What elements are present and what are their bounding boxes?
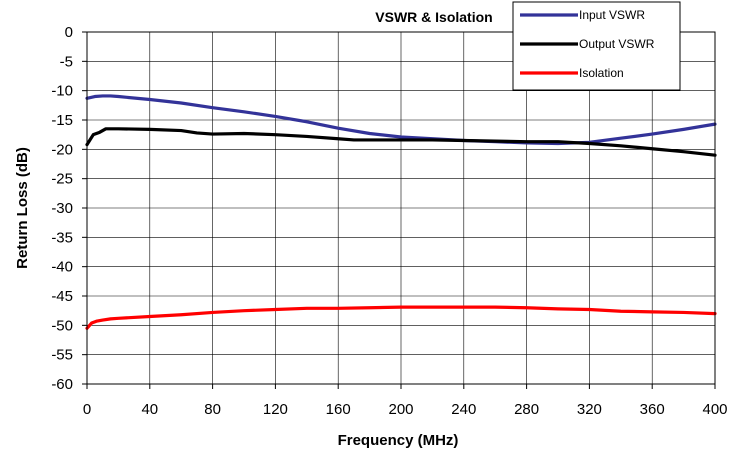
legend-label: Isolation: [579, 66, 624, 80]
y-tick-label: 0: [65, 24, 73, 41]
y-tick-label: -5: [60, 53, 73, 70]
series-lines: [85, 94, 717, 330]
legend: Input VSWR Output VSWR Isolation: [512, 1, 681, 91]
chart-title: VSWR & Isolation: [375, 9, 492, 25]
y-tick-label: -25: [51, 171, 73, 188]
grid: [86, 31, 716, 385]
x-tick-label: 200: [388, 401, 413, 418]
legend-label: Output VSWR: [579, 37, 655, 51]
x-tick-label: 280: [514, 401, 539, 418]
y-tick-label: -45: [51, 288, 73, 305]
y-tick-label: -40: [51, 259, 73, 276]
x-tick-label: 240: [451, 401, 476, 418]
series-line-output-vswr: [85, 127, 717, 157]
y-tick-label: -20: [51, 141, 73, 158]
x-tick-label: 320: [577, 401, 602, 418]
x-tick-label: 160: [326, 401, 351, 418]
axes: [82, 31, 716, 389]
tick-labels: 0 -5 -10 -15 -20 -25 -30 -35 -40 -45 -50 -55 -60 0 40 8…: [51, 24, 727, 418]
x-tick-label: 40: [141, 401, 158, 418]
x-tick-label: 120: [263, 401, 288, 418]
series-line-isolation: [85, 305, 717, 330]
x-axis-title: Frequency (MHz): [338, 432, 459, 449]
y-tick-label: -50: [51, 317, 73, 334]
x-tick-label: 360: [640, 401, 665, 418]
legend-box: [512, 1, 681, 91]
y-tick-label: -10: [51, 83, 73, 100]
plot-area-frame: [86, 31, 716, 385]
y-tick-label: -60: [51, 376, 73, 393]
legend-label: Input VSWR: [579, 8, 645, 22]
y-tick-label: -35: [51, 229, 73, 246]
x-tick-label: 80: [204, 401, 221, 418]
y-tick-label: -30: [51, 200, 73, 217]
y-axis-title: Return Loss (dB): [14, 147, 31, 269]
x-tick-label: 400: [702, 401, 727, 418]
x-tick-label: 0: [83, 401, 91, 418]
series-line-input-vswr: [85, 94, 717, 146]
y-tick-label: -55: [51, 347, 73, 364]
y-tick-label: -15: [51, 112, 73, 129]
